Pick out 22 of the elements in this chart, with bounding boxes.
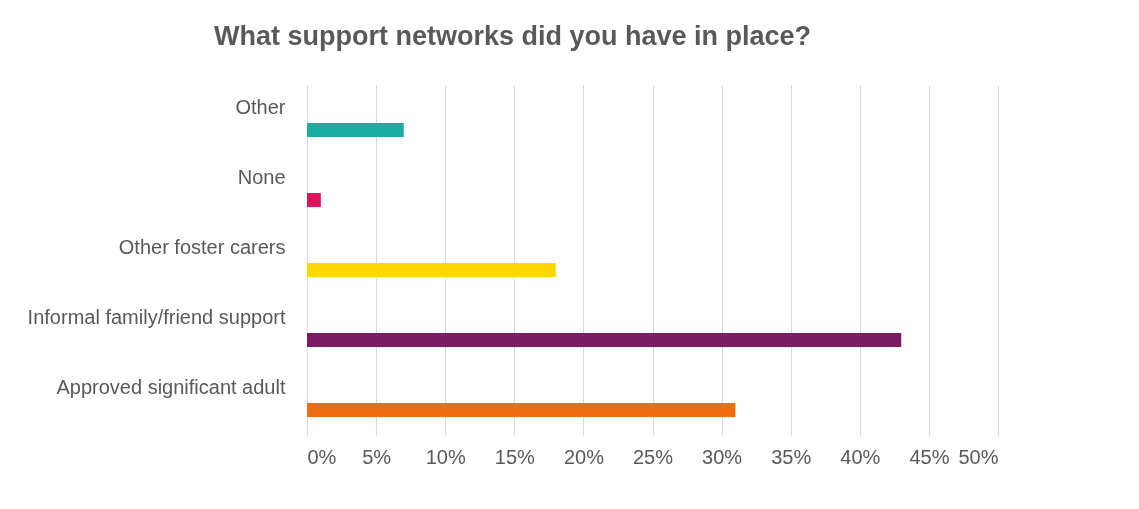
x-tick-label: 50% xyxy=(958,445,999,468)
x-tick-label: 15% xyxy=(494,445,536,468)
y-tick-label: Informal family/friend support xyxy=(27,306,286,328)
x-tick-label: 0% xyxy=(307,445,337,468)
chart-title: What support networks did you have in place? xyxy=(214,21,812,51)
x-tick-label: 25% xyxy=(632,445,674,468)
x-tick-label: 20% xyxy=(563,445,605,468)
bar xyxy=(307,123,404,137)
y-tick-label: Approved significant adult xyxy=(56,376,286,398)
x-tick-label: 5% xyxy=(362,445,392,468)
bar xyxy=(307,333,902,347)
bar xyxy=(307,193,321,207)
bar xyxy=(307,403,736,417)
x-tick-label: 35% xyxy=(771,445,812,468)
y-tick-label: None xyxy=(237,166,286,188)
x-tick-label: 45% xyxy=(909,445,950,468)
x-tick-label: 10% xyxy=(425,445,466,468)
x-tick-label: 30% xyxy=(702,445,743,468)
x-tick-label: 40% xyxy=(840,445,881,468)
y-tick-label: Other xyxy=(235,96,286,118)
y-tick-label: Other foster carers xyxy=(118,236,286,258)
bar xyxy=(307,263,556,277)
